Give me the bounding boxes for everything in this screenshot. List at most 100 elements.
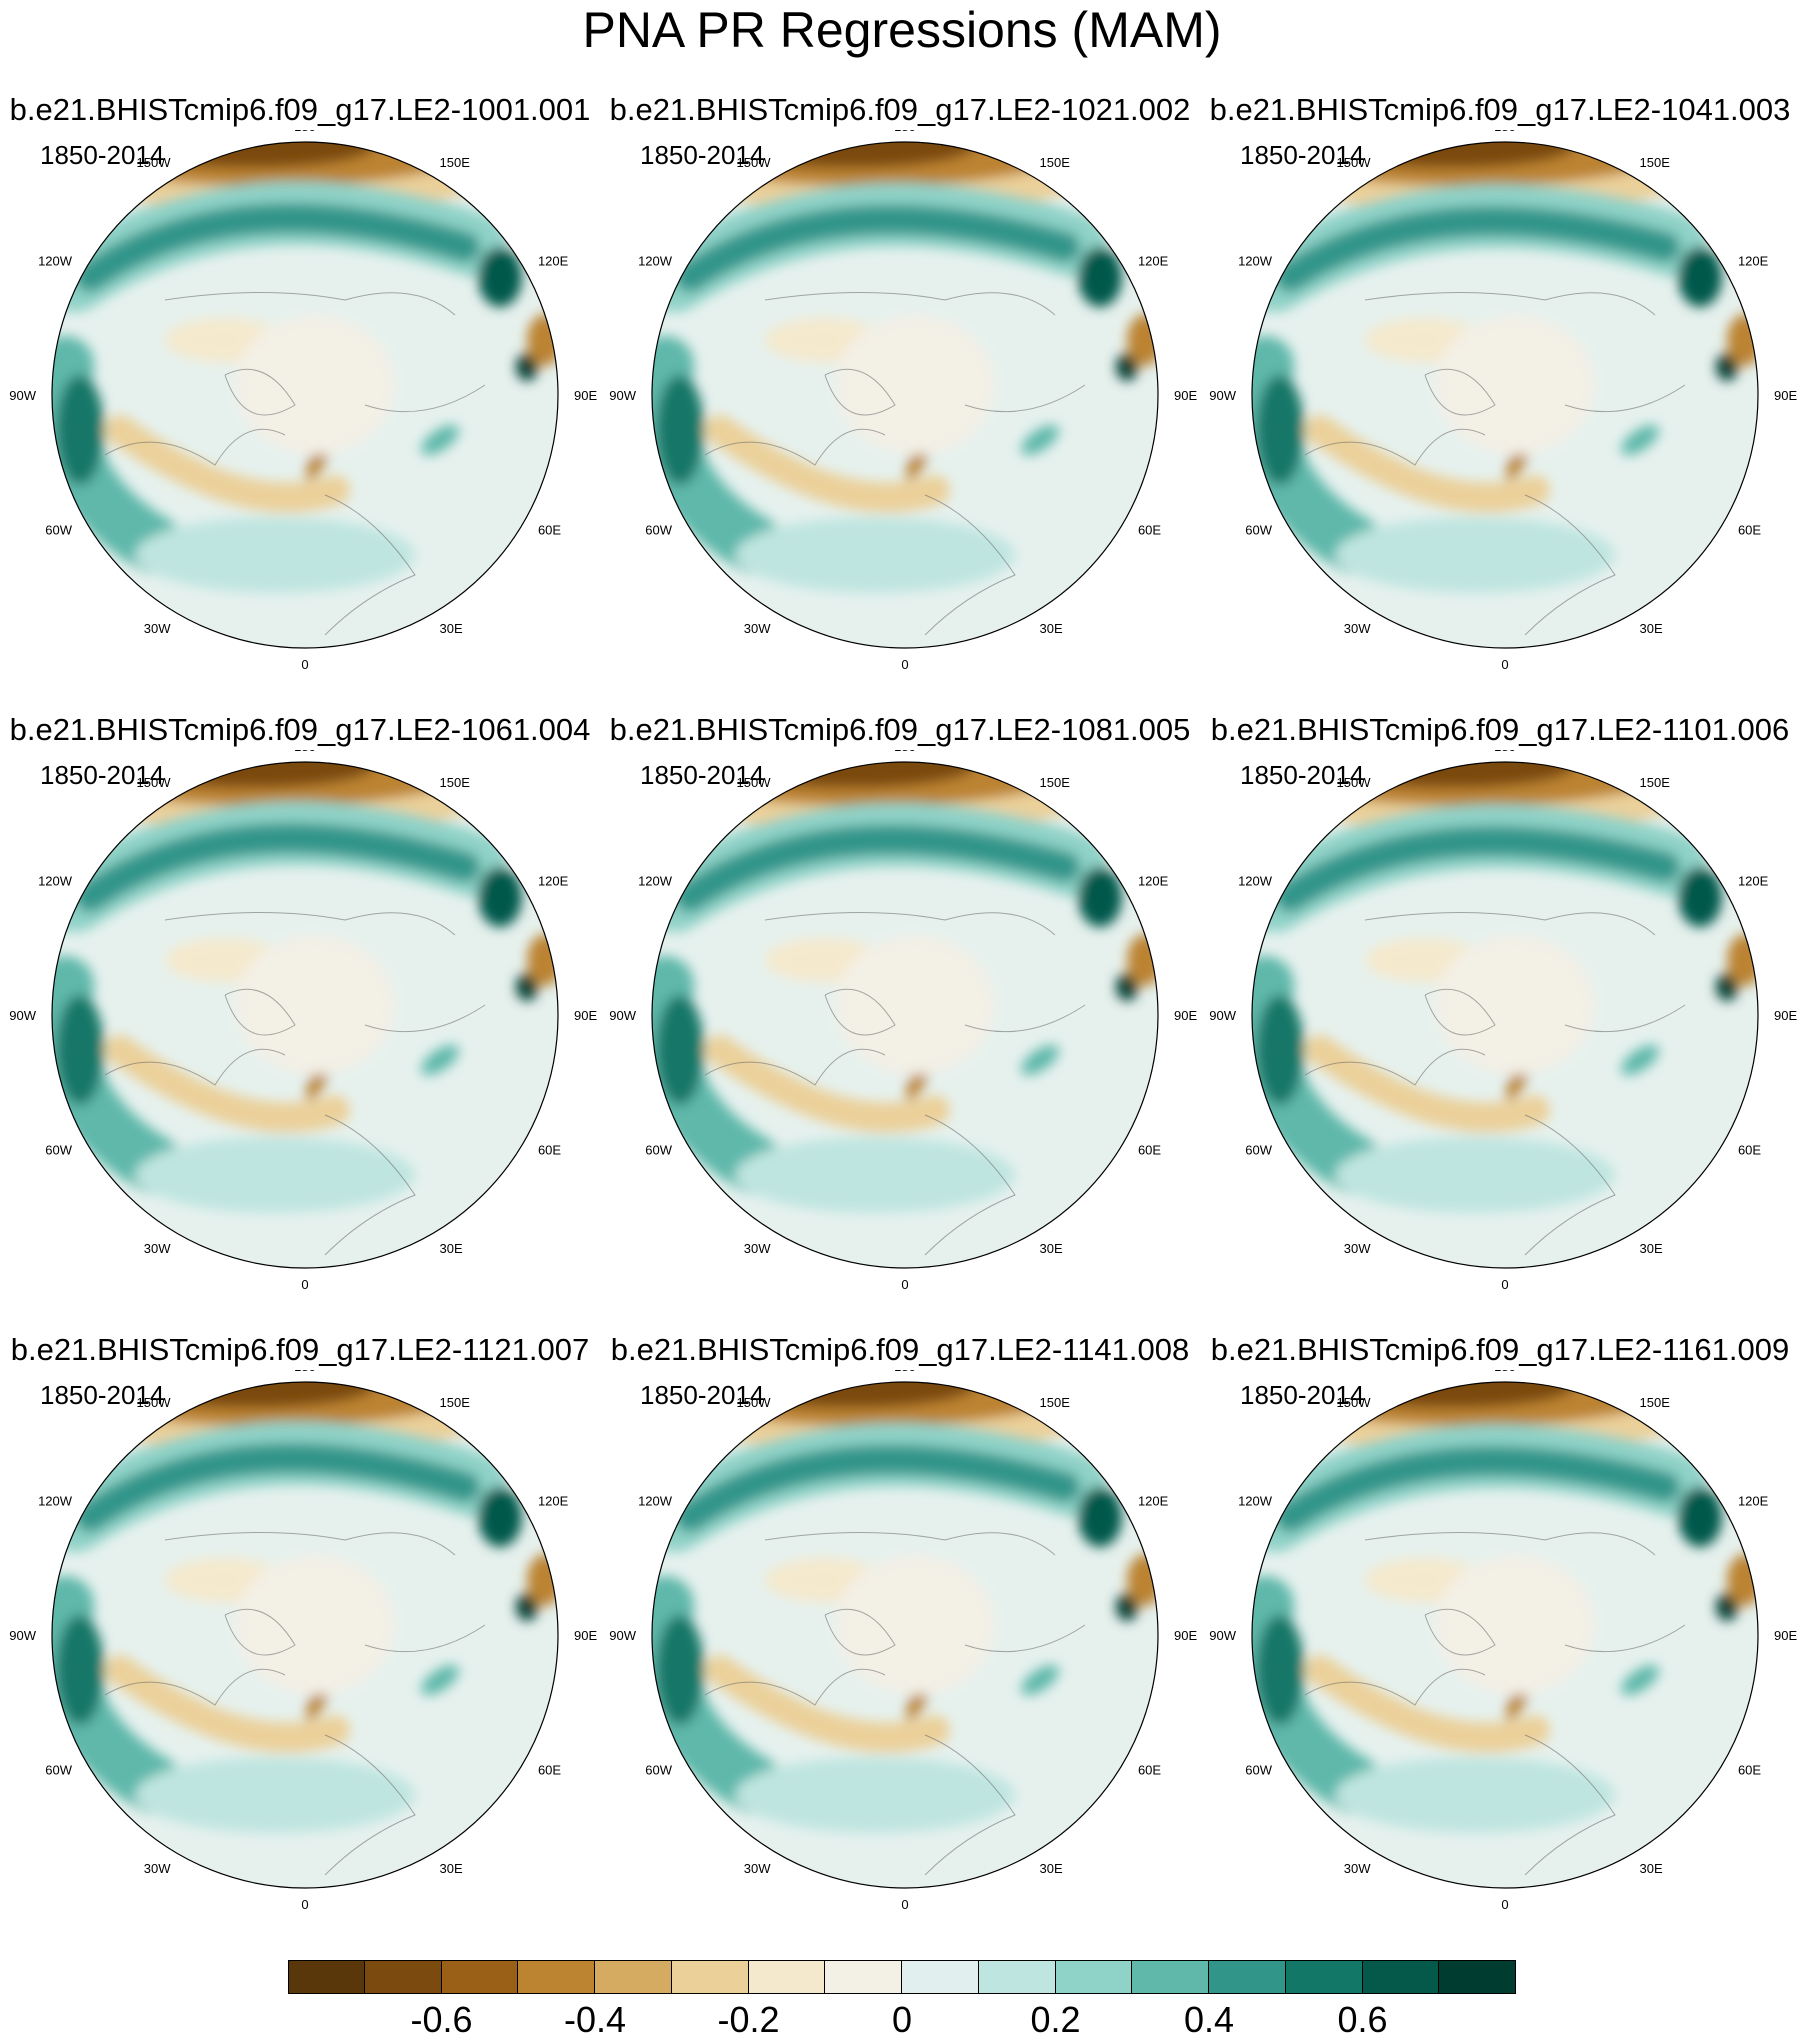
longitude-label: 30E xyxy=(440,1241,463,1256)
longitude-label: 90W xyxy=(1209,1008,1236,1023)
colorbar-swatch xyxy=(1439,1960,1516,1994)
longitude-label: 90E xyxy=(1774,388,1797,403)
regression-field xyxy=(1252,1382,1758,1888)
colorbar-swatch xyxy=(978,1960,1056,1994)
longitude-label: 0 xyxy=(1501,1897,1508,1912)
polar-map: 180 150E 120E 90E 60E 30E 0 30W 60W 90W 120W 150W xyxy=(1209,750,1797,1292)
map-panel: b.e21.BHISTcmip6.f09_g17.LE2-1101.006180… xyxy=(1200,710,1800,1330)
longitude-label: 30W xyxy=(1344,1241,1371,1256)
longitude-label: 30W xyxy=(1344,1861,1371,1876)
colorbar-swatch xyxy=(1055,1960,1133,1994)
longitude-label: 60W xyxy=(45,1143,72,1158)
period-label: 1850-2014 xyxy=(1240,140,1365,170)
longitude-label: 180 xyxy=(294,1370,316,1374)
longitude-label: 30E xyxy=(1040,1861,1063,1876)
longitude-label: 90E xyxy=(1774,1008,1797,1023)
map-boundary xyxy=(51,141,559,649)
longitude-label: 150E xyxy=(440,775,471,790)
longitude-label: 120W xyxy=(638,1494,673,1509)
longitude-label: 150W xyxy=(137,775,172,790)
polar-map: 180 150E 120E 90E 60E 30E 0 30W 60W 90W 120W 150W xyxy=(609,750,1197,1292)
map-boundary xyxy=(51,761,559,1269)
period-label: 1850-2014 xyxy=(1240,1380,1365,1410)
colorbar-tick-label: -0.6 xyxy=(410,1999,473,2040)
longitude-label: 90E xyxy=(574,1628,597,1643)
colorbar-swatch xyxy=(748,1960,826,1994)
longitude-label: 60E xyxy=(1738,1143,1761,1158)
longitude-label: 120E xyxy=(538,254,569,269)
longitude-label: 150E xyxy=(1640,155,1671,170)
longitude-label: 90W xyxy=(609,1628,636,1643)
longitude-label: 120E xyxy=(1738,254,1769,269)
longitude-label: 120W xyxy=(638,254,673,269)
map-boundary xyxy=(1251,761,1759,1269)
regression-field xyxy=(52,142,558,648)
longitude-label: 120E xyxy=(1738,1494,1769,1509)
panel-title: b.e21.BHISTcmip6.f09_g17.LE2-1041.003 xyxy=(1209,92,1791,127)
colorbar-swatch xyxy=(825,1960,902,1994)
longitude-label: 0 xyxy=(301,1897,308,1912)
longitude-label: 30W xyxy=(744,1241,771,1256)
longitude-label: 120W xyxy=(1238,1494,1273,1509)
longitude-label: 90E xyxy=(574,388,597,403)
panel-title: b.e21.BHISTcmip6.f09_g17.LE2-1001.001 xyxy=(9,92,591,127)
longitude-label: 0 xyxy=(901,657,908,672)
longitude-label: 60E xyxy=(1738,1763,1761,1778)
longitude-label: 60E xyxy=(1138,1763,1161,1778)
longitude-label: 90E xyxy=(1174,1628,1197,1643)
map-panel: b.e21.BHISTcmip6.f09_g17.LE2-1061.004180… xyxy=(0,710,600,1330)
longitude-label: 120E xyxy=(1138,254,1169,269)
longitude-label: 60E xyxy=(538,1763,561,1778)
map-boundary xyxy=(651,761,1159,1269)
longitude-label: 150W xyxy=(737,775,772,790)
longitude-label: 60W xyxy=(645,523,672,538)
longitude-label: 30W xyxy=(744,621,771,636)
longitude-label: 120W xyxy=(1238,874,1273,889)
longitude-label: 30E xyxy=(440,621,463,636)
longitude-label: 30W xyxy=(144,1861,171,1876)
map-boundary xyxy=(51,1381,559,1889)
map-panel: b.e21.BHISTcmip6.f09_g17.LE2-1041.003180… xyxy=(1200,90,1800,710)
longitude-label: 60W xyxy=(45,523,72,538)
longitude-label: 90W xyxy=(9,1008,36,1023)
polar-map: 180 150E 120E 90E 60E 30E 0 30W 60W 90W 120W 150W xyxy=(609,1370,1197,1912)
longitude-label: 150E xyxy=(440,155,471,170)
panel-title: b.e21.BHISTcmip6.f09_g17.LE2-1161.009 xyxy=(1210,1332,1790,1367)
longitude-label: 90E xyxy=(1774,1628,1797,1643)
regression-field xyxy=(52,762,558,1268)
longitude-label: 90W xyxy=(609,388,636,403)
longitude-label: 180 xyxy=(1494,1370,1516,1374)
colorbar: -0.6 -0.4 -0.2 0 0.2 0.4 0.6 xyxy=(288,1960,1516,2042)
map-panel: b.e21.BHISTcmip6.f09_g17.LE2-1021.002 180… xyxy=(600,90,1200,710)
colorbar-swatch xyxy=(1132,1960,1209,1994)
longitude-label: 180 xyxy=(894,130,916,134)
longitude-label: 150W xyxy=(1337,775,1372,790)
polar-map: 180 150E 120E 90E 60E 30E 0 30W 60W 90W 120W 150W xyxy=(1209,1370,1797,1912)
longitude-label: 90W xyxy=(1209,388,1236,403)
map-boundary xyxy=(1251,141,1759,649)
longitude-label: 150W xyxy=(137,1395,172,1410)
longitude-label: 60E xyxy=(1738,523,1761,538)
panel-title: b.e21.BHISTcmip6.f09_g17.LE2-1021.002 xyxy=(609,92,1191,127)
longitude-label: 150E xyxy=(1640,1395,1671,1410)
period-label: 1850-2014 xyxy=(40,760,165,790)
colorbar-swatch xyxy=(671,1960,749,1994)
longitude-label: 30E xyxy=(1040,621,1063,636)
period-label: 1850-2014 xyxy=(640,140,765,170)
longitude-label: 60W xyxy=(1245,1763,1272,1778)
longitude-label: 150E xyxy=(1040,775,1071,790)
longitude-label: 120W xyxy=(638,874,673,889)
longitude-label: 120E xyxy=(538,874,569,889)
longitude-label: 150W xyxy=(1337,1395,1372,1410)
map-panel: b.e21.BHISTcmip6.f09_g17.LE2-1141.008180… xyxy=(600,1330,1200,1950)
longitude-label: 150E xyxy=(440,1395,471,1410)
panel-title: b.e21.BHISTcmip6.f09_g17.LE2-1101.006 xyxy=(1210,712,1790,747)
map-boundary xyxy=(651,141,1159,649)
colorbar-tick-label: 0 xyxy=(891,1999,913,2040)
regression-field xyxy=(652,142,1158,648)
longitude-label: 30W xyxy=(1344,621,1371,636)
main-title: PNA PR Regressions (MAM) xyxy=(582,2,1222,58)
polar-map: 180 150E 120E 90E 60E 30E 0 30W 60W 90W 120W 150W xyxy=(9,750,597,1292)
longitude-label: 180 xyxy=(894,1370,916,1374)
longitude-label: 90E xyxy=(1174,1008,1197,1023)
